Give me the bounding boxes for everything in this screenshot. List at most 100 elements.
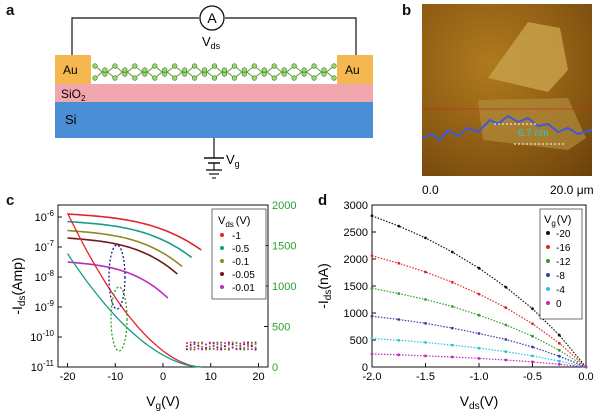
chart-c-point bbox=[250, 342, 253, 345]
sio2-label: SiO2 bbox=[61, 87, 86, 103]
chart-c-xlabel: Vg(V) bbox=[146, 393, 180, 411]
chart-d-point bbox=[504, 306, 508, 309]
atom bbox=[132, 63, 138, 69]
chart-d-point bbox=[424, 298, 427, 301]
atom bbox=[182, 67, 188, 73]
au-label-right: Au bbox=[345, 63, 360, 77]
atom bbox=[191, 75, 198, 81]
chart-c-series bbox=[67, 229, 183, 268]
chart-c-point bbox=[220, 344, 223, 347]
chart-d-ylabel: -Ids(nA) bbox=[315, 263, 334, 309]
chart-c-point bbox=[189, 344, 192, 346]
chart-c-y2tick: 2000 bbox=[272, 200, 296, 212]
chart-d-point bbox=[450, 305, 454, 308]
atom bbox=[152, 63, 158, 69]
chart-d-point bbox=[477, 332, 481, 335]
chart-c-point bbox=[189, 347, 192, 350]
si-label: Si bbox=[65, 112, 77, 127]
chart-d-point bbox=[531, 354, 534, 358]
chart-c-legend-entry: -0.05 bbox=[232, 270, 255, 281]
chart-d-point bbox=[424, 321, 427, 325]
chart-d-point bbox=[370, 314, 374, 318]
chart-d-ytick: 2000 bbox=[344, 254, 368, 266]
atom bbox=[211, 63, 218, 69]
chart-c-point bbox=[239, 344, 242, 347]
atomic-chain bbox=[92, 63, 337, 81]
atom bbox=[271, 63, 277, 69]
atom bbox=[221, 67, 228, 73]
chart-c-point bbox=[239, 347, 242, 350]
chart-c-point bbox=[247, 345, 249, 348]
atom bbox=[201, 67, 208, 73]
atom bbox=[241, 67, 247, 73]
chart-d-ytick: 1500 bbox=[344, 281, 368, 293]
chart-c-point bbox=[201, 345, 204, 348]
chart-c-point bbox=[220, 346, 223, 349]
chart-d-legend-entry: -12 bbox=[556, 257, 571, 268]
chart-c-point bbox=[254, 343, 257, 345]
chart-c-point bbox=[208, 341, 211, 344]
chart-c-ytick: 10-7 bbox=[35, 239, 55, 254]
chart-c-point bbox=[235, 344, 238, 347]
chart-c-ylabel: -Ids(Amp) bbox=[9, 257, 28, 314]
chart-c-point bbox=[193, 343, 196, 346]
chart-d-point bbox=[370, 286, 374, 290]
chart-c-legend-marker bbox=[220, 233, 224, 237]
chart-c-point bbox=[201, 342, 204, 345]
chart-d-xtick: -1.0 bbox=[470, 371, 489, 383]
chart-c-point bbox=[231, 341, 234, 344]
chart-c-point bbox=[205, 346, 207, 349]
au-electrode-right bbox=[337, 55, 373, 84]
afm-height-readout: 6.7 nm bbox=[518, 128, 549, 139]
chart-c-point bbox=[185, 342, 188, 345]
atom bbox=[301, 67, 307, 73]
panel-label-d: d bbox=[318, 192, 328, 209]
afm-background bbox=[422, 4, 592, 176]
chart-c-series bbox=[67, 220, 193, 259]
chart-d-point bbox=[424, 354, 427, 358]
chart-c-ytick: 10-6 bbox=[35, 209, 55, 224]
chart-d-point bbox=[370, 352, 374, 356]
atom bbox=[281, 67, 287, 73]
chart-c-legend bbox=[211, 208, 267, 300]
chart-d-point bbox=[397, 224, 401, 228]
chart-d-point bbox=[531, 345, 534, 349]
chart-c-legend-entry: -0.01 bbox=[232, 283, 255, 294]
chart-c-legend-marker bbox=[220, 259, 224, 263]
chart-c-series bbox=[67, 261, 169, 299]
chart-c-point bbox=[243, 343, 246, 346]
chart-c-point bbox=[193, 341, 196, 344]
chart-d-point bbox=[504, 323, 508, 327]
chart-d-point bbox=[397, 318, 401, 321]
chart-c-point bbox=[197, 344, 200, 347]
atom bbox=[331, 75, 337, 81]
atom bbox=[132, 75, 138, 81]
chart-c-xtick: -20 bbox=[60, 371, 76, 383]
chart-c-point bbox=[193, 348, 196, 351]
chart-c-point bbox=[247, 343, 249, 346]
chart-d-xtick: -0.5 bbox=[523, 371, 542, 383]
chart-c-point bbox=[208, 345, 211, 348]
chart-d-point bbox=[557, 341, 561, 345]
vds-label: Vds bbox=[202, 34, 221, 51]
chart-c-point bbox=[227, 347, 230, 350]
atom bbox=[211, 75, 218, 81]
chart-d-point bbox=[531, 307, 534, 311]
chart-d-point bbox=[557, 359, 561, 363]
atom bbox=[172, 63, 178, 69]
chart-d-point bbox=[450, 355, 454, 359]
chart-d-point bbox=[450, 280, 454, 284]
chart-c-ytick: 10-11 bbox=[31, 359, 55, 374]
chart-c-point bbox=[224, 345, 226, 348]
chart-d-xtick: 0.0 bbox=[578, 371, 593, 383]
chart-c-linear-series bbox=[66, 212, 202, 368]
afm-image: 6.7 nm 0.0 20.0 μm bbox=[421, 4, 594, 197]
chart-c-point bbox=[235, 348, 238, 351]
device-schematic: A Vds Si SiO2 Au Au Vg bbox=[55, 5, 373, 179]
chart-d-point bbox=[450, 250, 454, 254]
chart-d-legend-marker bbox=[546, 259, 550, 263]
au-electrode-left bbox=[55, 55, 91, 84]
atom bbox=[291, 63, 297, 69]
chart-c-y2tick: 0 bbox=[272, 362, 278, 374]
chart-c-point bbox=[235, 341, 238, 344]
